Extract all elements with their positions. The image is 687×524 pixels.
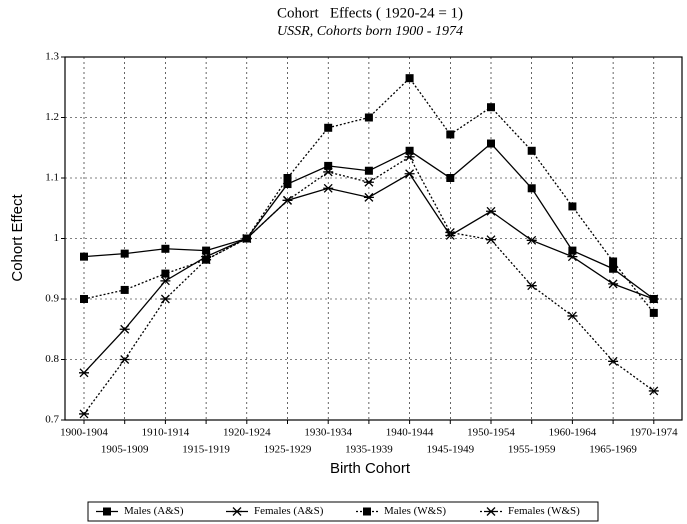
point [324, 161, 333, 170]
point [526, 235, 537, 245]
point [487, 103, 495, 112]
y-axis-label: Cohort Effect [9, 194, 26, 282]
legend-label: Females (A&S) [254, 505, 324, 517]
x-tick-label: 1940-1944 [386, 427, 434, 439]
y-tick-label: 0.8 [45, 353, 59, 365]
point [120, 285, 129, 294]
plot-frame [64, 56, 683, 421]
point [446, 130, 455, 139]
point [609, 257, 618, 266]
point [282, 195, 293, 205]
x-tick-label: 1965-1969 [589, 444, 637, 456]
point [363, 192, 374, 202]
y-tick-label: 1.1 [45, 172, 59, 184]
point [323, 167, 334, 177]
point [241, 234, 252, 243]
point [160, 276, 171, 286]
point [486, 206, 496, 216]
point [527, 184, 536, 193]
point [649, 308, 658, 317]
x-tick-label: 1970-1974 [630, 427, 678, 439]
point [363, 177, 374, 187]
point [363, 507, 371, 516]
point [568, 246, 577, 255]
point [364, 113, 373, 122]
point [201, 255, 212, 265]
legend-label: Males (W&S) [384, 505, 446, 517]
point [161, 269, 170, 278]
legend-label: Females (W&S) [508, 505, 580, 517]
point [648, 294, 659, 304]
point [119, 324, 130, 334]
point [567, 252, 578, 262]
point [364, 166, 373, 175]
point [119, 355, 130, 364]
point [404, 152, 415, 162]
point [445, 227, 456, 237]
point [160, 294, 171, 304]
legend-box [87, 501, 599, 522]
x-tick-label: 1955-1959 [508, 444, 556, 456]
point [608, 279, 619, 289]
y-tick-label: 0.9 [45, 293, 59, 305]
x-tick-label: 1905-1909 [101, 444, 149, 456]
point [486, 507, 496, 516]
point [232, 507, 242, 516]
point [283, 180, 292, 189]
point [404, 169, 415, 179]
x-tick-label: 1950-1954 [467, 427, 515, 439]
series-line [83, 155, 655, 415]
point [609, 264, 618, 273]
point [283, 174, 292, 182]
x-axis-label: Birth Cohort [330, 460, 411, 477]
point [486, 235, 496, 245]
x-tick-label: 1960-1964 [549, 427, 597, 439]
x-tick-label: 1910-1914 [142, 427, 190, 439]
point [608, 356, 619, 366]
point [526, 281, 537, 291]
x-tick-label: 1915-1919 [182, 444, 230, 456]
point [80, 295, 88, 303]
y-tick-label: 1.3 [45, 51, 59, 63]
x-tick-label: 1920-1924 [223, 427, 271, 439]
point [405, 146, 414, 155]
x-tick-label: 1935-1939 [345, 444, 393, 456]
point [648, 386, 659, 396]
point [80, 252, 88, 261]
point [324, 123, 333, 132]
point [202, 246, 211, 255]
x-tick-label: 1945-1949 [426, 444, 474, 456]
point [79, 409, 89, 419]
point [487, 139, 495, 148]
point [79, 368, 89, 378]
point [568, 202, 577, 211]
y-tick-label: 0.7 [45, 414, 59, 426]
point [527, 146, 536, 155]
x-tick-label: 1925-1929 [264, 444, 312, 456]
point [567, 311, 578, 321]
point [446, 174, 455, 182]
point [103, 507, 111, 516]
point [323, 183, 334, 193]
x-tick-label: 1900-1904 [60, 427, 108, 439]
y-tick-label: 1 [54, 232, 60, 244]
point [120, 249, 129, 258]
chart-title: Cohort Effects ( 1920-24 = 1) [277, 5, 463, 21]
legend-label: Males (A&S) [124, 505, 184, 517]
y-tick-label: 1.2 [45, 111, 59, 123]
chart-subtitle: USSR, Cohorts born 1900 - 1974 [277, 24, 463, 39]
point [405, 74, 414, 83]
point [161, 244, 170, 253]
x-tick-label: 1930-1934 [304, 427, 352, 439]
